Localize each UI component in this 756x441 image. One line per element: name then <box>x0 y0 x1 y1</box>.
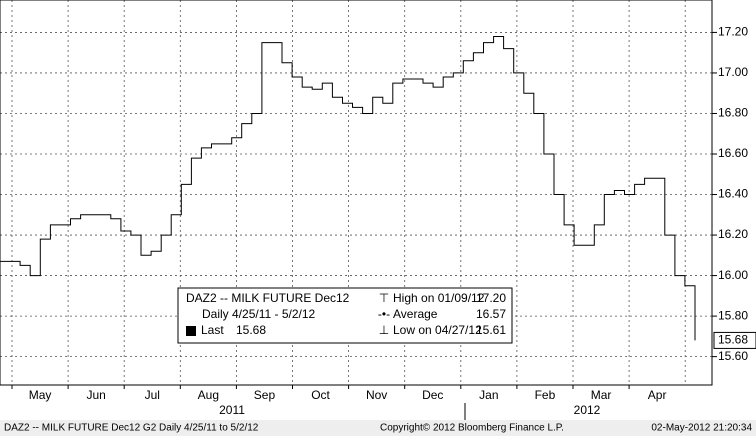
footer-band <box>0 420 756 436</box>
plot-frame <box>0 0 713 386</box>
low-icon: ⊥ <box>379 323 389 337</box>
x-tick-label: Aug <box>198 388 219 402</box>
y-tick-label: 16.40 <box>718 187 748 201</box>
year-label: 2011 <box>219 403 245 417</box>
stat-label: Average <box>393 307 438 321</box>
footer-text: Copyright© 2012 Bloomberg Finance L.P. <box>380 423 564 434</box>
stat-value: 17.20 <box>476 291 506 305</box>
high-icon: ⊤ <box>379 291 389 305</box>
legend-title: DAZ2 -- MILK FUTURE Dec12 <box>186 291 350 305</box>
stat-value: 15.61 <box>476 323 506 337</box>
x-tick-label: Mar <box>591 388 612 402</box>
x-tick-label: Jul <box>145 388 160 402</box>
stat-value: 16.57 <box>476 307 506 321</box>
y-tick-label: 16.60 <box>718 146 748 160</box>
x-tick-label: Feb <box>535 388 556 402</box>
y-tick-label: 16.80 <box>718 106 748 120</box>
y-tick-label: 16.00 <box>718 268 748 282</box>
y-tick-label: 17.20 <box>718 25 748 39</box>
x-tick-label: May <box>29 388 52 402</box>
legend: DAZ2 -- MILK FUTURE Dec12 Daily 4/25/11 … <box>177 287 513 344</box>
last-value: 15.68 <box>236 323 266 337</box>
footer-text: DAZ2 -- MILK FUTURE Dec12 G2 Daily 4/25/… <box>4 423 259 434</box>
stat-label: Low on 04/27/12 <box>393 323 482 337</box>
y-tick-label: 16.20 <box>718 227 748 241</box>
last-label: Last <box>201 323 224 337</box>
x-tick-label: Oct <box>311 388 330 402</box>
last-swatch <box>186 326 196 336</box>
footer-text: 02-May-2012 21:20:34 <box>651 423 752 434</box>
year-label: 2012 <box>574 403 601 417</box>
x-tick-label: Dec <box>422 388 443 402</box>
stat-label: High on 01/09/12 <box>393 291 485 305</box>
y-tick-label: 15.80 <box>718 308 748 322</box>
x-tick-label: Sep <box>254 388 276 402</box>
x-tick-label: Apr <box>648 388 667 402</box>
y-tick-label: 15.60 <box>718 349 748 363</box>
last-tag-label: 15.68 <box>718 333 748 347</box>
x-tick-label: Jan <box>479 388 498 402</box>
price-line <box>0 36 696 341</box>
legend-subtitle: Daily 4/25/11 - 5/2/12 <box>202 307 316 321</box>
y-tick-label: 17.00 <box>718 65 748 79</box>
last-tag <box>713 331 756 349</box>
legend-box <box>177 287 513 344</box>
x-tick-label: Nov <box>366 388 387 402</box>
avg-icon: -•- <box>378 307 390 321</box>
x-tick-label: Jun <box>86 388 105 402</box>
